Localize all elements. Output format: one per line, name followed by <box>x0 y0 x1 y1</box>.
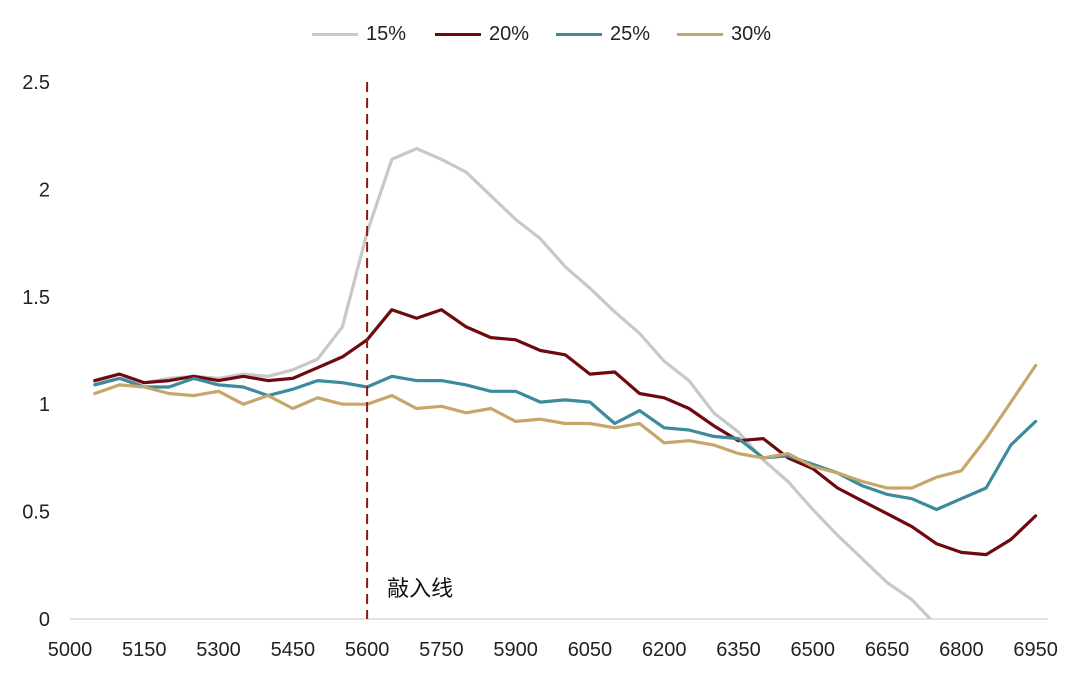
y-tick-label: 2.5 <box>22 72 50 94</box>
x-tick-label: 5900 <box>493 639 538 661</box>
y-tick-label: 1 <box>39 394 50 416</box>
x-tick-label: 5450 <box>271 639 316 661</box>
y-tick-label: 2 <box>39 179 50 201</box>
legend-label: 20% <box>489 22 530 45</box>
legend-label: 30% <box>731 22 772 45</box>
x-tick-label: 5150 <box>122 639 167 661</box>
x-tick-label: 5600 <box>345 639 390 661</box>
legend-item: 20% <box>435 20 529 48</box>
x-tick-label: 5300 <box>196 639 241 661</box>
knock-in-label: 敲入线 <box>387 576 453 601</box>
x-tick-label: 6650 <box>865 639 910 661</box>
y-tick-label: 1.5 <box>22 287 50 309</box>
legend-swatch <box>435 32 481 36</box>
legend-item: 25% <box>556 20 650 48</box>
legend-label: 25% <box>610 22 651 45</box>
legend-swatch <box>677 32 723 36</box>
x-tick-label: 5750 <box>419 639 464 661</box>
x-tick-label: 6800 <box>939 639 984 661</box>
x-tick-label: 5000 <box>48 639 93 661</box>
y-tick-label: 0 <box>39 609 50 631</box>
x-tick-label: 6050 <box>568 639 613 661</box>
y-tick-label: 0.5 <box>22 502 50 524</box>
x-tick-label: 6500 <box>791 639 836 661</box>
legend-item: 30% <box>677 20 771 48</box>
legend-swatch <box>312 32 358 36</box>
legend-swatch <box>556 32 602 36</box>
x-tick-label: 6200 <box>642 639 687 661</box>
x-tick-label: 6950 <box>1013 639 1058 661</box>
legend-label: 15% <box>366 22 407 45</box>
x-tick-label: 6350 <box>716 639 761 661</box>
series-line-30% <box>93 363 1038 490</box>
series-line-20% <box>93 308 1038 557</box>
legend-item: 15% <box>312 20 406 48</box>
series-line-15% <box>93 147 933 619</box>
series-line-25% <box>93 374 1038 512</box>
